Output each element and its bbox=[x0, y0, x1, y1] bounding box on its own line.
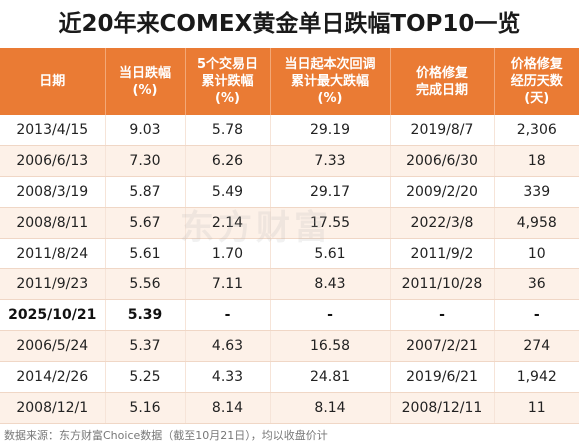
cell-daily-drop: 5.39 bbox=[105, 299, 186, 332]
table-row: 2006/5/24 5.37 4.63 16.58 2007/2/21 274 bbox=[0, 330, 579, 363]
header-line: (天) bbox=[524, 91, 550, 106]
cell-recovery-date: 2011/9/2 bbox=[390, 238, 495, 270]
cell-5day-drop: 1.70 bbox=[185, 238, 271, 270]
table-row: 2008/3/19 5.87 5.49 29.17 2009/2/20 339 bbox=[0, 176, 579, 208]
header-line: 累计最大跌幅 bbox=[290, 74, 369, 89]
header-line: 价格修复 bbox=[415, 65, 468, 81]
header-line: 价格修复 bbox=[510, 57, 563, 72]
cell-max-drawdown: 24.81 bbox=[270, 361, 391, 394]
cell-max-drawdown: 8.14 bbox=[270, 392, 391, 424]
cell-max-drawdown: 29.19 bbox=[270, 115, 391, 146]
cell-5day-drop: 8.14 bbox=[185, 392, 271, 424]
source-note: 数据来源：东方财富Choice数据（截至10月21日），均以收盘价计 bbox=[4, 429, 328, 442]
table-header: 日期 当日跌幅 (%) 5个交易日 累计跌幅 (%) 当日起本次回调 累计最大跌幅 (%) 价格修… bbox=[0, 48, 579, 115]
header-line: 当日起本次回调 bbox=[284, 57, 376, 72]
cell-daily-drop: 5.56 bbox=[105, 268, 186, 301]
cell-max-drawdown: - bbox=[270, 299, 391, 332]
header-date: 日期 bbox=[0, 48, 106, 115]
cell-recovery-date: 2022/3/8 bbox=[390, 207, 495, 239]
cell-daily-drop: 5.37 bbox=[105, 330, 186, 363]
header-5day-drop: 5个交易日累计跌幅 (%) bbox=[185, 48, 271, 115]
gold-drop-table: 日期 当日跌幅 (%) 5个交易日 累计跌幅 (%) 当日起本次回调 累计最大跌幅 (%) 价格修… bbox=[0, 48, 579, 424]
table-row: 2008/12/1 5.16 8.14 8.14 2008/12/11 11 bbox=[0, 392, 579, 424]
page-title: 近20年来COMEX黄金单日跌幅TOP10一览 bbox=[58, 11, 521, 37]
header-line: 完成日期 bbox=[415, 82, 468, 98]
cell-recovery-date: 2006/6/30 bbox=[390, 145, 495, 177]
cell-recovery-date: 2009/2/20 bbox=[390, 176, 495, 208]
cell-recovery-days: 36 bbox=[494, 268, 579, 301]
cell-recovery-date: - bbox=[390, 299, 495, 332]
cell-date: 2013/4/15 bbox=[0, 115, 106, 146]
header-line: 经历天数 bbox=[510, 74, 563, 89]
cell-daily-drop: 5.25 bbox=[105, 361, 186, 394]
cell-date: 2025/10/21 bbox=[0, 299, 106, 332]
cell-5day-drop: 4.33 bbox=[185, 361, 271, 394]
table-row: 2011/8/24 5.61 1.70 5.61 2011/9/2 10 bbox=[0, 238, 579, 270]
header-line: (%) bbox=[317, 91, 343, 106]
cell-recovery-days: - bbox=[494, 299, 579, 332]
cell-daily-drop: 7.30 bbox=[105, 145, 186, 177]
cell-daily-drop: 5.61 bbox=[105, 238, 186, 270]
header-line: 日期 bbox=[39, 74, 66, 89]
cell-recovery-days: 274 bbox=[494, 330, 579, 363]
cell-recovery-date: 2008/12/11 bbox=[390, 392, 495, 424]
cell-daily-drop: 9.03 bbox=[105, 115, 186, 146]
cell-5day-drop: 4.63 bbox=[185, 330, 271, 363]
cell-recovery-date: 2007/2/21 bbox=[390, 330, 495, 363]
cell-max-drawdown: 8.43 bbox=[270, 268, 391, 301]
cell-date: 2008/8/11 bbox=[0, 207, 106, 239]
header-recovery-days: 价格修复经历天数 (天) bbox=[494, 48, 579, 115]
cell-date: 2014/2/26 bbox=[0, 361, 106, 394]
cell-date: 2006/6/13 bbox=[0, 145, 106, 177]
table-body: 2013/4/15 9.03 5.78 29.19 2019/8/7 2,306 2006/… bbox=[0, 115, 579, 424]
cell-recovery-days: 10 bbox=[494, 238, 579, 270]
cell-date: 2011/8/24 bbox=[0, 238, 106, 270]
cell-5day-drop: 2.14 bbox=[185, 207, 271, 239]
cell-max-drawdown: 29.17 bbox=[270, 176, 391, 208]
cell-recovery-days: 1,942 bbox=[494, 361, 579, 394]
cell-max-drawdown: 7.33 bbox=[270, 145, 391, 177]
header-recovery-date: 价格修复 完成日期 bbox=[390, 48, 495, 115]
header-line: (%) bbox=[215, 91, 240, 106]
table-row: 2013/4/15 9.03 5.78 29.19 2019/8/7 2,306 bbox=[0, 115, 579, 146]
header-row: 日期 当日跌幅 (%) 5个交易日 累计跌幅 (%) 当日起本次回调 累计最大跌幅 (%) 价格修… bbox=[0, 48, 579, 115]
cell-5day-drop: 5.78 bbox=[185, 115, 271, 146]
header-max-drawdown: 当日起本次回调 累计最大跌幅 (%) bbox=[270, 48, 391, 115]
cell-max-drawdown: 5.61 bbox=[270, 238, 391, 270]
cell-5day-drop: - bbox=[185, 299, 271, 332]
cell-recovery-days: 11 bbox=[494, 392, 579, 424]
cell-5day-drop: 6.26 bbox=[185, 145, 271, 177]
header-line: 5个交易日 bbox=[196, 57, 259, 72]
cell-recovery-days: 2,306 bbox=[494, 115, 579, 146]
cell-recovery-days: 4,958 bbox=[494, 207, 579, 239]
table-row: 2025/10/21 5.39- - - - bbox=[0, 299, 579, 332]
table-row: 2006/6/13 7.30 6.26 7.33 2006/6/30 18 bbox=[0, 145, 579, 177]
cell-5day-drop: 7.11 bbox=[185, 268, 271, 301]
table-row: 2014/2/26 5.25 4.33 24.81 2019/6/21 1,942 bbox=[0, 361, 579, 394]
cell-date: 2006/5/24 bbox=[0, 330, 106, 363]
cell-recovery-date: 2011/10/28 bbox=[390, 268, 495, 301]
cell-5day-drop: 5.49 bbox=[185, 176, 271, 208]
cell-daily-drop: 5.67 bbox=[105, 207, 186, 239]
header-daily-drop: 当日跌幅 (%) bbox=[105, 48, 186, 115]
header-line: (%) bbox=[132, 82, 158, 98]
cell-recovery-days: 339 bbox=[494, 176, 579, 208]
cell-recovery-date: 2019/6/21 bbox=[390, 361, 495, 394]
header-line: 累计跌幅 bbox=[201, 74, 254, 89]
cell-date: 2008/12/1 bbox=[0, 392, 106, 424]
cell-recovery-date: 2019/8/7 bbox=[390, 115, 495, 146]
header-line: 当日跌幅 bbox=[118, 65, 171, 81]
cell-date: 2008/3/19 bbox=[0, 176, 106, 208]
cell-date: 2011/9/23 bbox=[0, 268, 106, 301]
cell-max-drawdown: 17.55 bbox=[270, 207, 391, 239]
table-row: 2011/9/23 5.56 7.11 8.43 2011/10/28 36 bbox=[0, 268, 579, 301]
cell-max-drawdown: 16.58 bbox=[270, 330, 391, 363]
cell-recovery-days: 18 bbox=[494, 145, 579, 177]
cell-daily-drop: 5.16 bbox=[105, 392, 186, 424]
table-row: 2008/8/11 5.67 2.14 17.55 2022/3/8 4,958 bbox=[0, 207, 579, 239]
cell-daily-drop: 5.87 bbox=[105, 176, 186, 208]
